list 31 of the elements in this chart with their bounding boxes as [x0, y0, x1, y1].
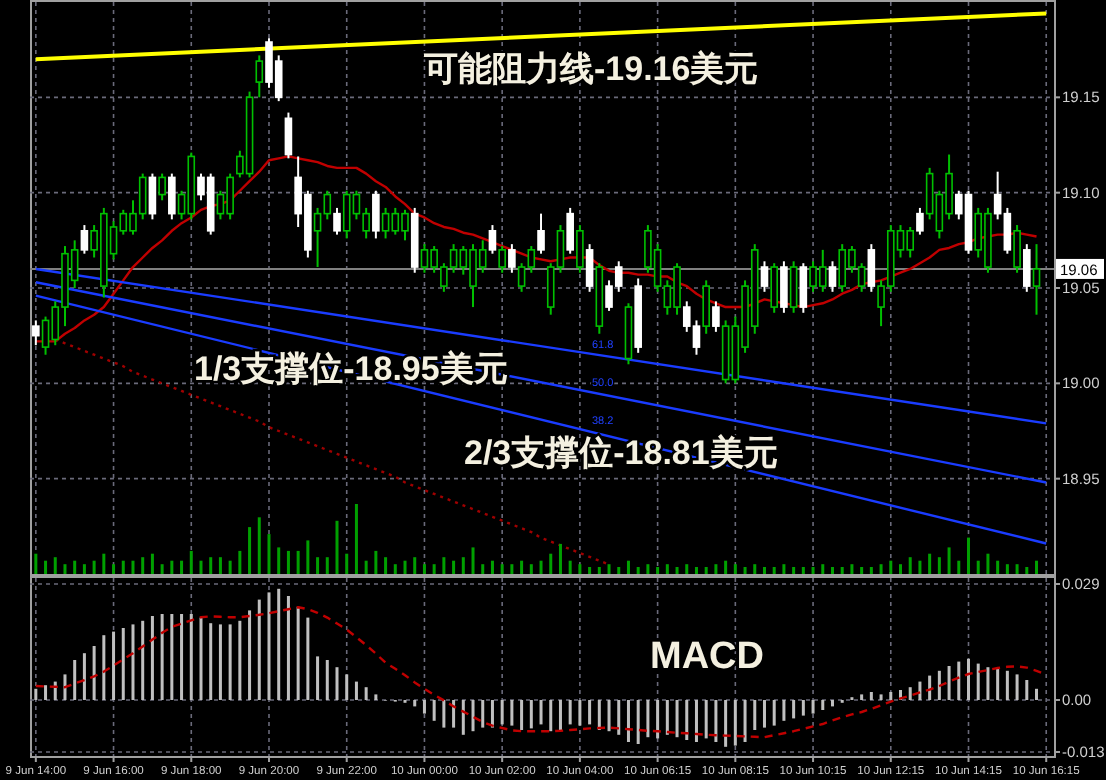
candlestick: [1013, 224, 1021, 274]
candlestick: [148, 172, 157, 221]
candlestick: [333, 206, 341, 236]
candlestick: [255, 54, 264, 99]
candlestick: [1032, 243, 1041, 316]
candlestick: [508, 243, 516, 274]
candlestick: [789, 260, 798, 314]
candlestick: [284, 111, 293, 160]
candlestick: [537, 212, 545, 255]
annotation: MACD: [650, 636, 764, 678]
candlestick: [770, 262, 778, 314]
candlestick: [32, 319, 40, 347]
candlestick: [760, 260, 769, 293]
candlestick: [80, 224, 89, 255]
candlestick: [702, 279, 710, 335]
candlestick: [158, 172, 166, 202]
candlestick: [576, 224, 584, 274]
candlestick: [498, 245, 506, 274]
candlestick: [1023, 243, 1031, 293]
candlestick: [585, 243, 594, 293]
candlestick: [780, 260, 788, 314]
candlestick: [867, 243, 876, 293]
candlestick: [916, 206, 924, 236]
candlestick: [712, 300, 720, 333]
annotation: 可能阻力线-19.16美元: [422, 50, 759, 88]
candlestick: [168, 172, 176, 221]
candlestick: [372, 189, 380, 240]
candlestick: [799, 262, 808, 314]
candlestick: [828, 260, 837, 293]
candlestick: [488, 224, 497, 255]
candlestick: [566, 206, 574, 255]
